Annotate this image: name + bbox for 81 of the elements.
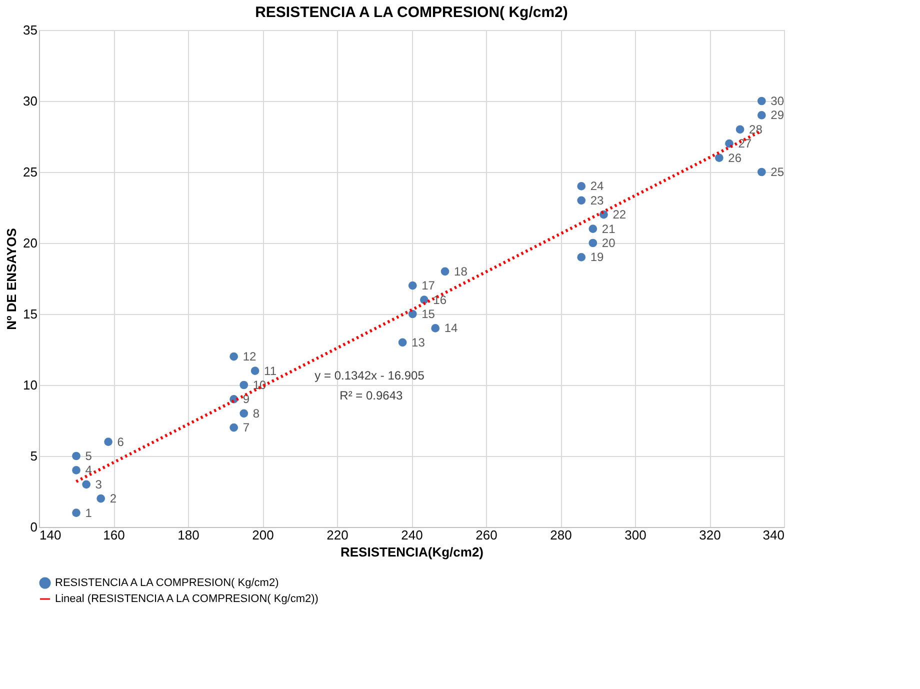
point <box>82 480 90 489</box>
point <box>96 494 106 503</box>
point <box>757 168 766 176</box>
x-tick-label: 220 <box>326 528 348 542</box>
y-axis-title: Nº DE ENSAYOS <box>4 228 20 330</box>
point <box>72 466 80 474</box>
data-label: 20 <box>602 236 616 250</box>
data-label: 8 <box>252 406 260 420</box>
data-label: 24 <box>590 179 604 194</box>
point <box>398 338 407 347</box>
x-axis-title: RESISTENCIA(Kg/cm2) <box>340 544 484 560</box>
y-tick-label: 25 <box>23 164 38 180</box>
point <box>230 423 238 432</box>
data-label: 2 <box>110 492 117 506</box>
point <box>250 366 260 375</box>
data-label: 21 <box>602 222 616 236</box>
data-label: 16 <box>433 292 447 307</box>
y-tick-label: 20 <box>23 236 38 250</box>
data-label: 5 <box>85 449 92 463</box>
point <box>408 281 417 290</box>
point <box>577 253 586 262</box>
data-label: 7 <box>242 420 250 435</box>
data-label: 27 <box>738 136 752 151</box>
x-tick-label: 320 <box>699 528 721 542</box>
x-tick-label: 140 <box>40 528 62 542</box>
x-tick-label: 160 <box>103 528 125 542</box>
point <box>230 352 238 361</box>
y-tick-label: 35 <box>23 22 38 38</box>
data-label: 12 <box>242 350 256 364</box>
data-label: 28 <box>749 122 763 136</box>
data-label: 14 <box>444 321 458 336</box>
data-label: 26 <box>728 150 742 165</box>
point <box>72 508 80 517</box>
data-label: 15 <box>422 307 436 321</box>
point <box>240 409 248 418</box>
point <box>725 139 734 148</box>
y-tick-label: 15 <box>23 306 38 322</box>
data-label: 29 <box>770 108 784 122</box>
y-tick-label: 5 <box>30 448 38 464</box>
point <box>715 154 724 162</box>
x-tick-label: 200 <box>252 528 274 542</box>
data-label: 3 <box>95 477 102 492</box>
point <box>588 238 598 248</box>
x-tick-label: 240 <box>401 528 423 542</box>
point <box>431 324 440 332</box>
data-label: 22 <box>612 208 626 222</box>
data-label: 30 <box>770 94 784 108</box>
point <box>588 224 598 233</box>
data-label: 23 <box>590 193 604 208</box>
data-label: 18 <box>454 264 468 278</box>
point <box>72 452 80 460</box>
y-tick-label: 30 <box>23 94 38 108</box>
data-label: 25 <box>770 165 784 179</box>
point <box>104 438 112 446</box>
x-tick-label: 340 <box>762 528 784 542</box>
point <box>757 96 766 106</box>
annotation: y = 0.1342x - 16.905 <box>314 368 425 382</box>
legend-label: Lineal (RESISTENCIA A LA COMPRESION( Kg/cm2)) <box>55 593 318 605</box>
data-label: 17 <box>422 278 436 293</box>
data-label: 10 <box>252 378 267 392</box>
chart-title: RESISTENCIA A LA COMPRESION( Kg/cm2) <box>255 4 568 21</box>
data-label: 19 <box>590 250 604 264</box>
point <box>736 125 744 134</box>
y-tick-label: 0 <box>30 520 38 534</box>
legend-label: RESISTENCIA A LA COMPRESION( Kg/cm2) <box>55 577 279 589</box>
point <box>408 310 417 318</box>
data-label: 1 <box>85 506 92 520</box>
x-tick-label: 280 <box>550 528 572 542</box>
y-tick-label: 10 <box>23 378 38 392</box>
point <box>440 267 450 276</box>
data-label: 6 <box>117 434 124 449</box>
point <box>240 380 248 390</box>
point <box>757 111 766 120</box>
annotation: R² = 0.9643 <box>340 388 404 402</box>
data-label: 11 <box>264 364 277 378</box>
point <box>577 182 586 190</box>
x-tick-label: 300 <box>624 528 646 542</box>
point <box>577 196 586 205</box>
x-tick-label: 180 <box>178 528 200 542</box>
x-tick-label: 260 <box>476 528 498 542</box>
data-label: 13 <box>412 335 426 350</box>
